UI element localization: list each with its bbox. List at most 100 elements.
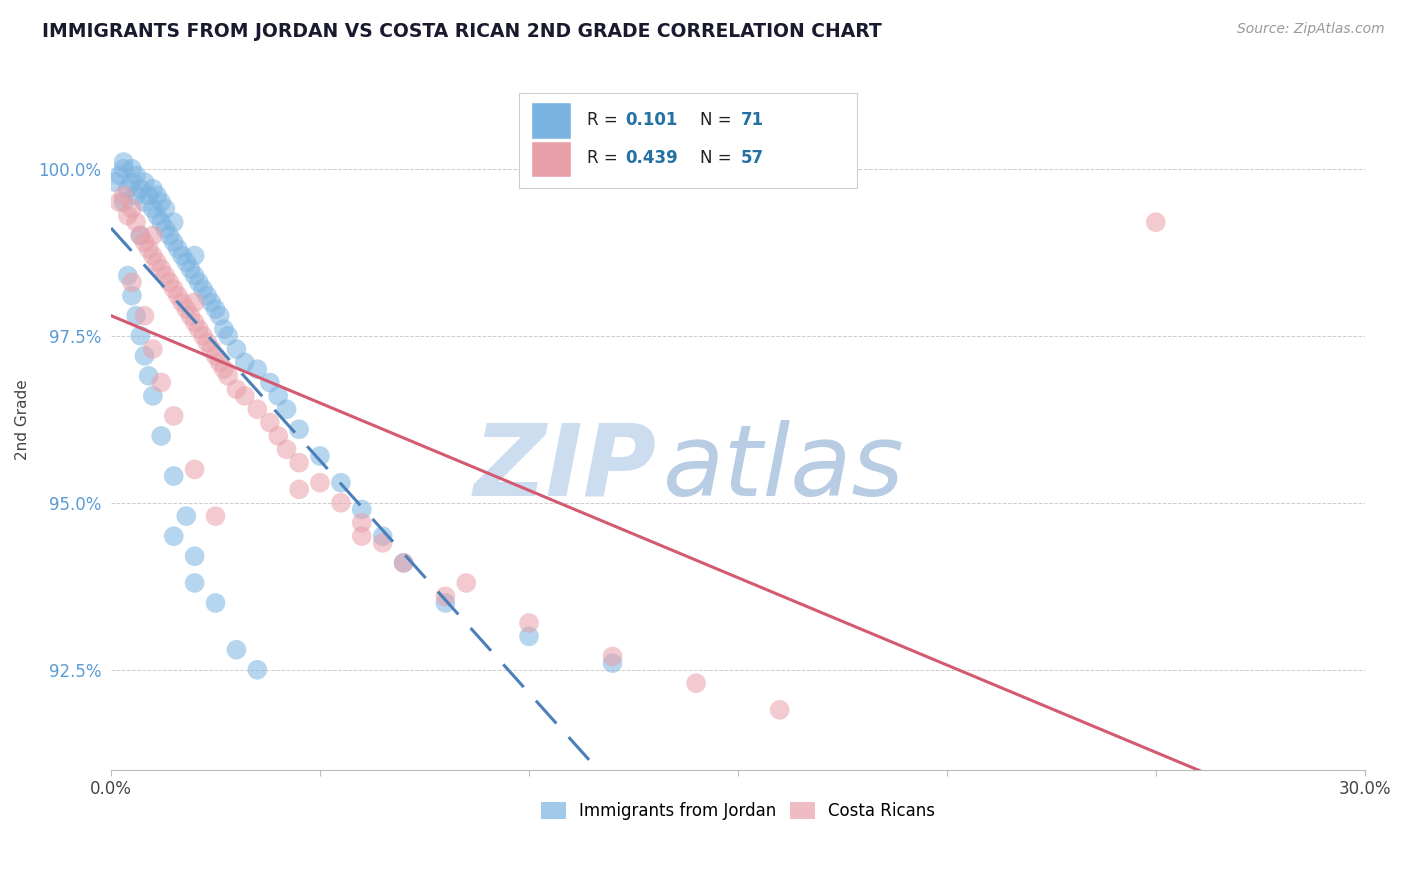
Point: [163, 409, 186, 423]
Point: [217, 328, 239, 343]
Point: [121, 161, 143, 176]
Point: [517, 629, 540, 643]
Point: [163, 529, 186, 543]
Point: [142, 182, 165, 196]
Point: [434, 596, 457, 610]
FancyBboxPatch shape: [519, 93, 858, 188]
Point: [121, 288, 143, 302]
Point: [200, 342, 222, 356]
Point: [142, 249, 165, 263]
Text: R =: R =: [588, 111, 623, 128]
Text: ZIP: ZIP: [474, 420, 657, 516]
Point: [434, 589, 457, 603]
Point: [191, 282, 214, 296]
Point: [183, 315, 205, 329]
Point: [138, 188, 160, 202]
Point: [225, 642, 247, 657]
Point: [191, 328, 214, 343]
Text: 0.101: 0.101: [626, 111, 678, 128]
Point: [187, 275, 209, 289]
Point: [309, 475, 332, 490]
Point: [217, 368, 239, 383]
Point: [183, 295, 205, 310]
Text: N =: N =: [700, 111, 737, 128]
Point: [129, 328, 152, 343]
Point: [371, 536, 394, 550]
Point: [259, 376, 281, 390]
Point: [163, 282, 186, 296]
Point: [276, 402, 298, 417]
Point: [146, 188, 169, 202]
Point: [112, 155, 135, 169]
Point: [125, 215, 148, 229]
Point: [159, 228, 181, 243]
Text: 57: 57: [741, 149, 763, 168]
Point: [121, 202, 143, 216]
Point: [134, 349, 156, 363]
Point: [288, 422, 311, 436]
Point: [183, 576, 205, 591]
Point: [329, 475, 352, 490]
Text: atlas: atlas: [662, 420, 904, 516]
Point: [267, 389, 290, 403]
Point: [155, 222, 177, 236]
Point: [108, 169, 131, 183]
Point: [150, 215, 173, 229]
Point: [104, 175, 127, 189]
Point: [117, 182, 139, 196]
Point: [392, 556, 415, 570]
Point: [233, 389, 256, 403]
Point: [125, 169, 148, 183]
Point: [167, 242, 190, 256]
Point: [179, 262, 201, 277]
Point: [172, 249, 194, 263]
Point: [163, 469, 186, 483]
Point: [517, 615, 540, 630]
Point: [288, 483, 311, 497]
Point: [134, 309, 156, 323]
Text: 0.439: 0.439: [626, 149, 678, 168]
Point: [159, 275, 181, 289]
Point: [212, 322, 235, 336]
Point: [246, 402, 269, 417]
Point: [195, 288, 218, 302]
Point: [146, 209, 169, 223]
Point: [142, 342, 165, 356]
Point: [259, 416, 281, 430]
Point: [117, 209, 139, 223]
Point: [187, 322, 209, 336]
Point: [172, 295, 194, 310]
Legend: Immigrants from Jordan, Costa Ricans: Immigrants from Jordan, Costa Ricans: [536, 797, 941, 825]
Point: [142, 389, 165, 403]
Point: [204, 349, 226, 363]
Point: [138, 368, 160, 383]
Point: [204, 596, 226, 610]
Point: [392, 556, 415, 570]
Point: [167, 288, 190, 302]
Point: [267, 429, 290, 443]
FancyBboxPatch shape: [531, 103, 571, 138]
Point: [112, 188, 135, 202]
Point: [200, 295, 222, 310]
Point: [174, 301, 197, 316]
Point: [129, 228, 152, 243]
Point: [121, 275, 143, 289]
Point: [129, 182, 152, 196]
Point: [112, 195, 135, 210]
Point: [204, 509, 226, 524]
Point: [456, 576, 478, 591]
Point: [769, 703, 792, 717]
Point: [225, 342, 247, 356]
Point: [288, 456, 311, 470]
Point: [350, 529, 373, 543]
Point: [276, 442, 298, 457]
FancyBboxPatch shape: [531, 141, 571, 178]
Point: [602, 656, 624, 670]
Text: Source: ZipAtlas.com: Source: ZipAtlas.com: [1237, 22, 1385, 37]
Point: [134, 195, 156, 210]
Text: 71: 71: [741, 111, 763, 128]
Point: [150, 429, 173, 443]
Point: [163, 215, 186, 229]
Point: [150, 195, 173, 210]
Point: [309, 449, 332, 463]
